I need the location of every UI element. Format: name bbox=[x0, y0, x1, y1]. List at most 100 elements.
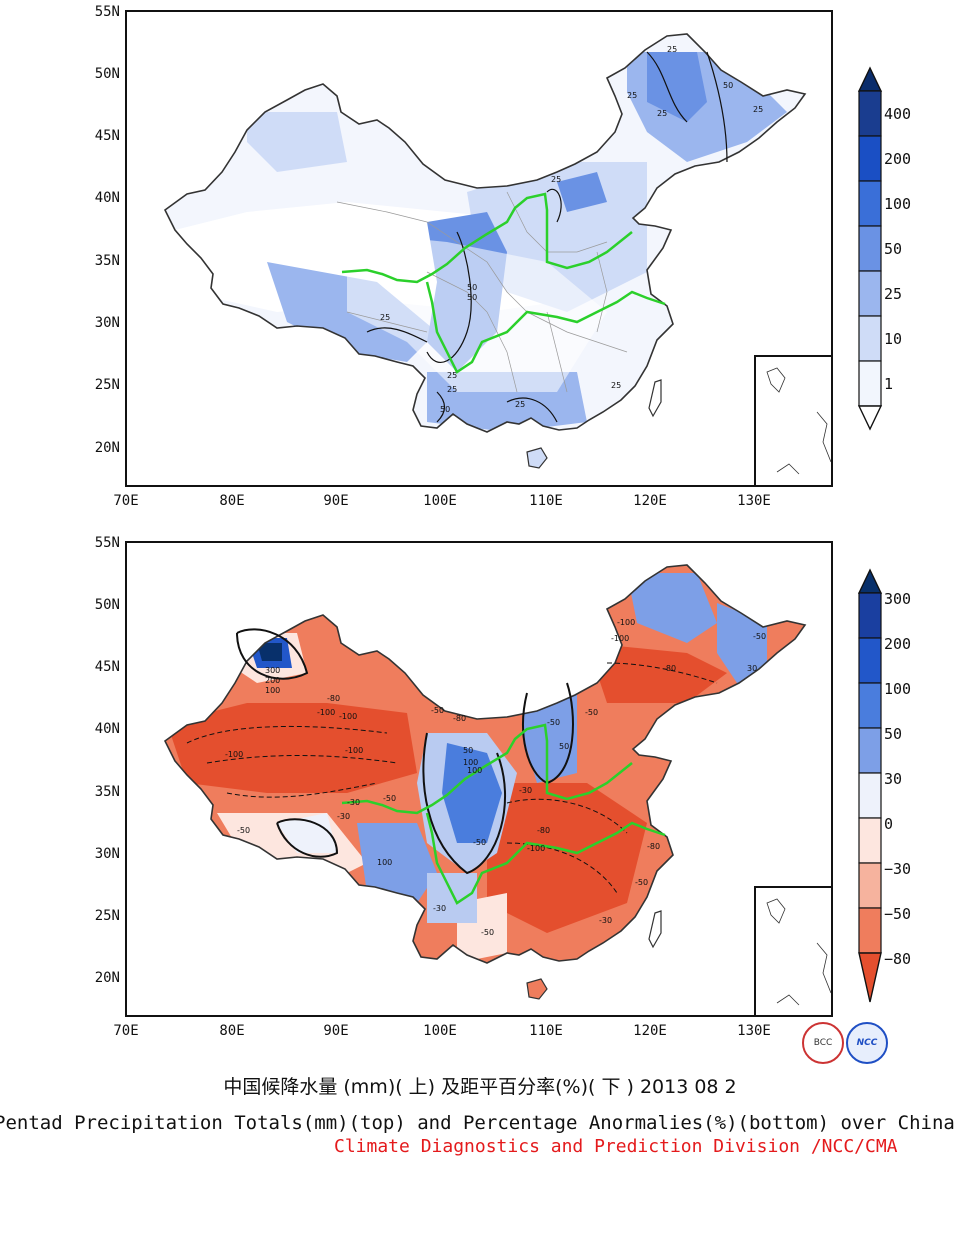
svg-text:-50: -50 bbox=[547, 718, 560, 727]
y-tick-label: 20N bbox=[94, 970, 120, 986]
svg-text:25: 25 bbox=[551, 175, 561, 184]
svg-text:-30: -30 bbox=[519, 786, 532, 795]
svg-text:-100: -100 bbox=[339, 712, 357, 721]
colorbar-swatch bbox=[858, 727, 882, 774]
svg-text:-80: -80 bbox=[537, 826, 550, 835]
svg-text:-100: -100 bbox=[225, 750, 243, 759]
colorbar-top-triangle bbox=[858, 66, 883, 92]
colorbar-swatch bbox=[858, 135, 882, 182]
svg-text:50: 50 bbox=[559, 742, 569, 751]
svg-text:-100: -100 bbox=[317, 708, 335, 717]
taiwan-island bbox=[648, 379, 662, 418]
y-tick-label: 50N bbox=[94, 66, 120, 82]
colorbar-label: −80 bbox=[884, 950, 912, 968]
colorbar-swatch bbox=[858, 682, 882, 729]
svg-text:-50: -50 bbox=[635, 878, 648, 887]
svg-text:25: 25 bbox=[380, 313, 390, 322]
colorbar-swatch bbox=[858, 90, 882, 137]
colorbar-swatch bbox=[858, 360, 882, 407]
y-tick-label: 40N bbox=[94, 721, 120, 737]
colorbar-label: −30 bbox=[884, 860, 912, 878]
svg-text:-50: -50 bbox=[473, 838, 486, 847]
colorbar-label: 400 bbox=[884, 105, 912, 123]
y-tick-label: 30N bbox=[94, 846, 120, 862]
precipitation-totals-map: 25 25 50 25 25 50 50 25 25 25 50 25 25 2… bbox=[125, 10, 833, 487]
south-china-sea-inset bbox=[754, 355, 831, 485]
colorbar-label: 200 bbox=[884, 635, 912, 653]
south-china-sea-inset bbox=[754, 886, 831, 1015]
english-caption: Pentad Precipitation Totals(mm)(top) and… bbox=[0, 1112, 955, 1134]
x-tick-label: 90E bbox=[323, 1023, 349, 1039]
svg-text:50: 50 bbox=[467, 283, 477, 292]
colorbar-swatch bbox=[858, 225, 882, 272]
svg-text:-30: -30 bbox=[337, 812, 350, 821]
y-tick-label: 20N bbox=[94, 440, 120, 456]
y-tick-label: 25N bbox=[94, 377, 120, 393]
svg-text:-100: -100 bbox=[527, 844, 545, 853]
colorbar-label: 50 bbox=[884, 240, 903, 258]
y-tick-label: 45N bbox=[94, 128, 120, 144]
colorbar-bottom-triangle bbox=[858, 952, 882, 1003]
bcc-logo: BCC bbox=[802, 1022, 844, 1064]
svg-text:50: 50 bbox=[467, 293, 477, 302]
svg-text:-30: -30 bbox=[347, 798, 360, 807]
svg-text:-30: -30 bbox=[599, 916, 612, 925]
x-tick-label: 130E bbox=[737, 493, 771, 509]
colorbar-swatch bbox=[858, 862, 882, 909]
colorbar-label: 25 bbox=[884, 285, 903, 303]
province-boundaries bbox=[336, 191, 628, 393]
precipitation-anomaly-map: 300 200 100 -80 -100 -100 -100 -100 -50 … bbox=[125, 541, 833, 1017]
organization-caption: Climate Diagnostics and Prediction Divis… bbox=[334, 1136, 898, 1157]
ncc-logo: NCC bbox=[846, 1022, 888, 1064]
svg-text:25: 25 bbox=[447, 385, 457, 394]
svg-text:-50: -50 bbox=[753, 632, 766, 641]
colorbar-swatch bbox=[858, 772, 882, 819]
river-lines bbox=[341, 192, 666, 374]
y-tick-label: 55N bbox=[94, 4, 120, 20]
negative-contours bbox=[186, 662, 718, 894]
svg-text:-80: -80 bbox=[647, 842, 660, 851]
anomaly-map-svg: 300 200 100 -80 -100 -100 -100 -100 -50 … bbox=[163, 564, 831, 1015]
colorbar-label: 100 bbox=[884, 195, 912, 213]
svg-text:100: 100 bbox=[463, 758, 478, 767]
y-tick-label: 40N bbox=[94, 190, 120, 206]
colorbar-swatch bbox=[858, 315, 882, 362]
colorbar-label: 300 bbox=[884, 590, 912, 608]
svg-text:30: 30 bbox=[747, 664, 757, 673]
bottom-colorbar bbox=[858, 568, 883, 1003]
svg-text:-100: -100 bbox=[611, 634, 629, 643]
x-tick-label: 90E bbox=[323, 493, 349, 509]
svg-text:-80: -80 bbox=[663, 664, 676, 673]
svg-text:25: 25 bbox=[667, 45, 677, 54]
colorbar-label: 10 bbox=[884, 330, 903, 348]
x-tick-label: 70E bbox=[113, 493, 139, 509]
colorbar-label: 0 bbox=[884, 815, 894, 833]
colorbar-bottom-triangle bbox=[858, 405, 883, 431]
x-tick-label: 130E bbox=[737, 1023, 771, 1039]
svg-text:25: 25 bbox=[515, 400, 525, 409]
svg-text:25: 25 bbox=[657, 109, 667, 118]
x-tick-label: 100E bbox=[423, 493, 457, 509]
x-tick-label: 120E bbox=[633, 1023, 667, 1039]
svg-text:200: 200 bbox=[265, 676, 280, 685]
taiwan-island bbox=[648, 910, 662, 949]
colorbar-swatch bbox=[858, 592, 882, 639]
colorbar-label: 30 bbox=[884, 770, 903, 788]
svg-text:50: 50 bbox=[723, 81, 733, 90]
precipitation-map-svg: 25 25 50 25 25 50 50 25 25 25 50 25 25 2… bbox=[163, 33, 831, 485]
hainan-island bbox=[526, 978, 548, 1000]
precip-contours bbox=[366, 51, 728, 423]
svg-text:100: 100 bbox=[467, 766, 482, 775]
colorbar-swatch bbox=[858, 907, 882, 954]
hainan-island bbox=[526, 447, 548, 469]
y-tick-label: 25N bbox=[94, 908, 120, 924]
colorbar-label: −50 bbox=[884, 905, 912, 923]
svg-text:-30: -30 bbox=[433, 904, 446, 913]
colorbar-label: 50 bbox=[884, 725, 903, 743]
svg-text:-80: -80 bbox=[327, 694, 340, 703]
x-tick-label: 80E bbox=[219, 1023, 245, 1039]
svg-text:-100: -100 bbox=[617, 618, 635, 627]
x-tick-label: 120E bbox=[633, 493, 667, 509]
svg-text:50: 50 bbox=[463, 746, 473, 755]
x-tick-label: 70E bbox=[113, 1023, 139, 1039]
